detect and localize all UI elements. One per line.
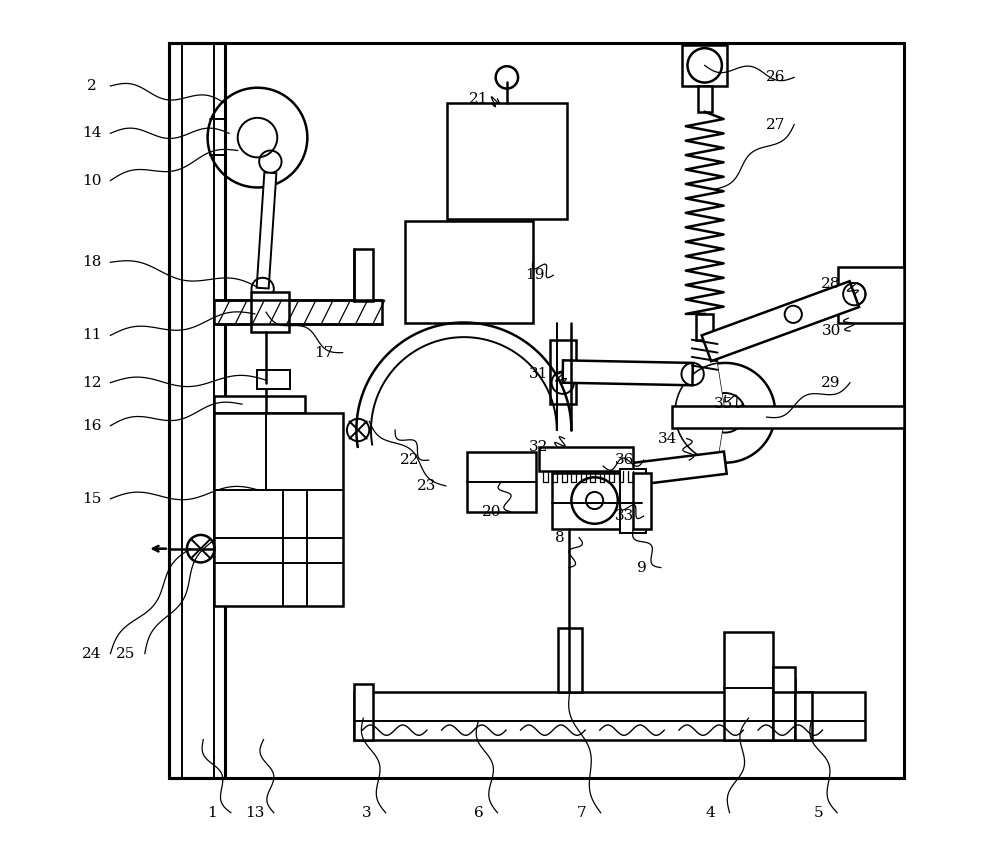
Text: 3: 3 (362, 806, 372, 820)
Text: 17: 17 (314, 346, 333, 359)
Text: 2: 2 (87, 79, 96, 93)
Bar (773, 679, 795, 740)
Text: 6: 6 (474, 806, 483, 820)
Text: 27: 27 (766, 118, 785, 132)
Bar (405, 221, 533, 322)
Text: 1: 1 (207, 806, 217, 820)
Text: 4: 4 (706, 806, 716, 820)
Text: 24: 24 (82, 647, 101, 660)
Bar (169, 43, 904, 778)
Bar (550, 340, 576, 404)
Bar (214, 300, 382, 324)
Text: 25: 25 (116, 647, 136, 660)
Bar (539, 447, 633, 471)
Text: 20: 20 (482, 505, 501, 519)
Bar (682, 45, 727, 86)
Bar (672, 406, 904, 428)
Text: 23: 23 (417, 479, 437, 493)
Bar (558, 628, 582, 692)
Bar (795, 692, 812, 740)
Text: 9: 9 (637, 561, 647, 574)
Bar (724, 632, 773, 740)
Bar (467, 452, 536, 512)
Bar (354, 249, 373, 301)
Bar (169, 43, 225, 778)
Bar (257, 370, 290, 389)
Text: 31: 31 (529, 367, 548, 381)
Bar (773, 666, 795, 692)
Polygon shape (675, 364, 725, 462)
Text: 21: 21 (469, 92, 488, 106)
Bar (698, 86, 712, 112)
Text: 32: 32 (529, 440, 548, 454)
Polygon shape (257, 173, 276, 288)
Text: 10: 10 (82, 174, 101, 187)
Bar (354, 692, 865, 740)
Text: 13: 13 (245, 806, 265, 820)
Bar (214, 396, 305, 413)
Text: 26: 26 (765, 71, 785, 84)
Text: 11: 11 (82, 329, 101, 342)
Text: 7: 7 (577, 806, 587, 820)
Text: 22: 22 (400, 453, 419, 467)
Text: 34: 34 (658, 432, 677, 445)
Bar (838, 267, 904, 322)
Bar (354, 684, 373, 740)
Text: 35: 35 (714, 397, 733, 411)
Bar (633, 473, 650, 529)
Text: 8: 8 (555, 531, 565, 544)
Polygon shape (606, 452, 727, 488)
Bar (251, 292, 289, 332)
Bar (214, 413, 343, 606)
Text: 5: 5 (813, 806, 823, 820)
Bar (620, 469, 646, 533)
Bar (552, 473, 642, 529)
Polygon shape (563, 360, 693, 385)
Bar (447, 103, 567, 219)
Text: 18: 18 (82, 255, 101, 269)
Text: 30: 30 (821, 324, 841, 338)
Text: 29: 29 (821, 376, 841, 390)
Text: 28: 28 (821, 277, 841, 291)
Text: 33: 33 (615, 509, 634, 523)
Text: 16: 16 (82, 419, 101, 433)
Polygon shape (702, 281, 859, 361)
Bar (696, 314, 713, 340)
Text: 14: 14 (82, 126, 101, 140)
Text: 12: 12 (82, 376, 101, 390)
Text: 19: 19 (525, 268, 544, 282)
Text: 15: 15 (82, 492, 101, 506)
Text: 36: 36 (615, 453, 634, 467)
